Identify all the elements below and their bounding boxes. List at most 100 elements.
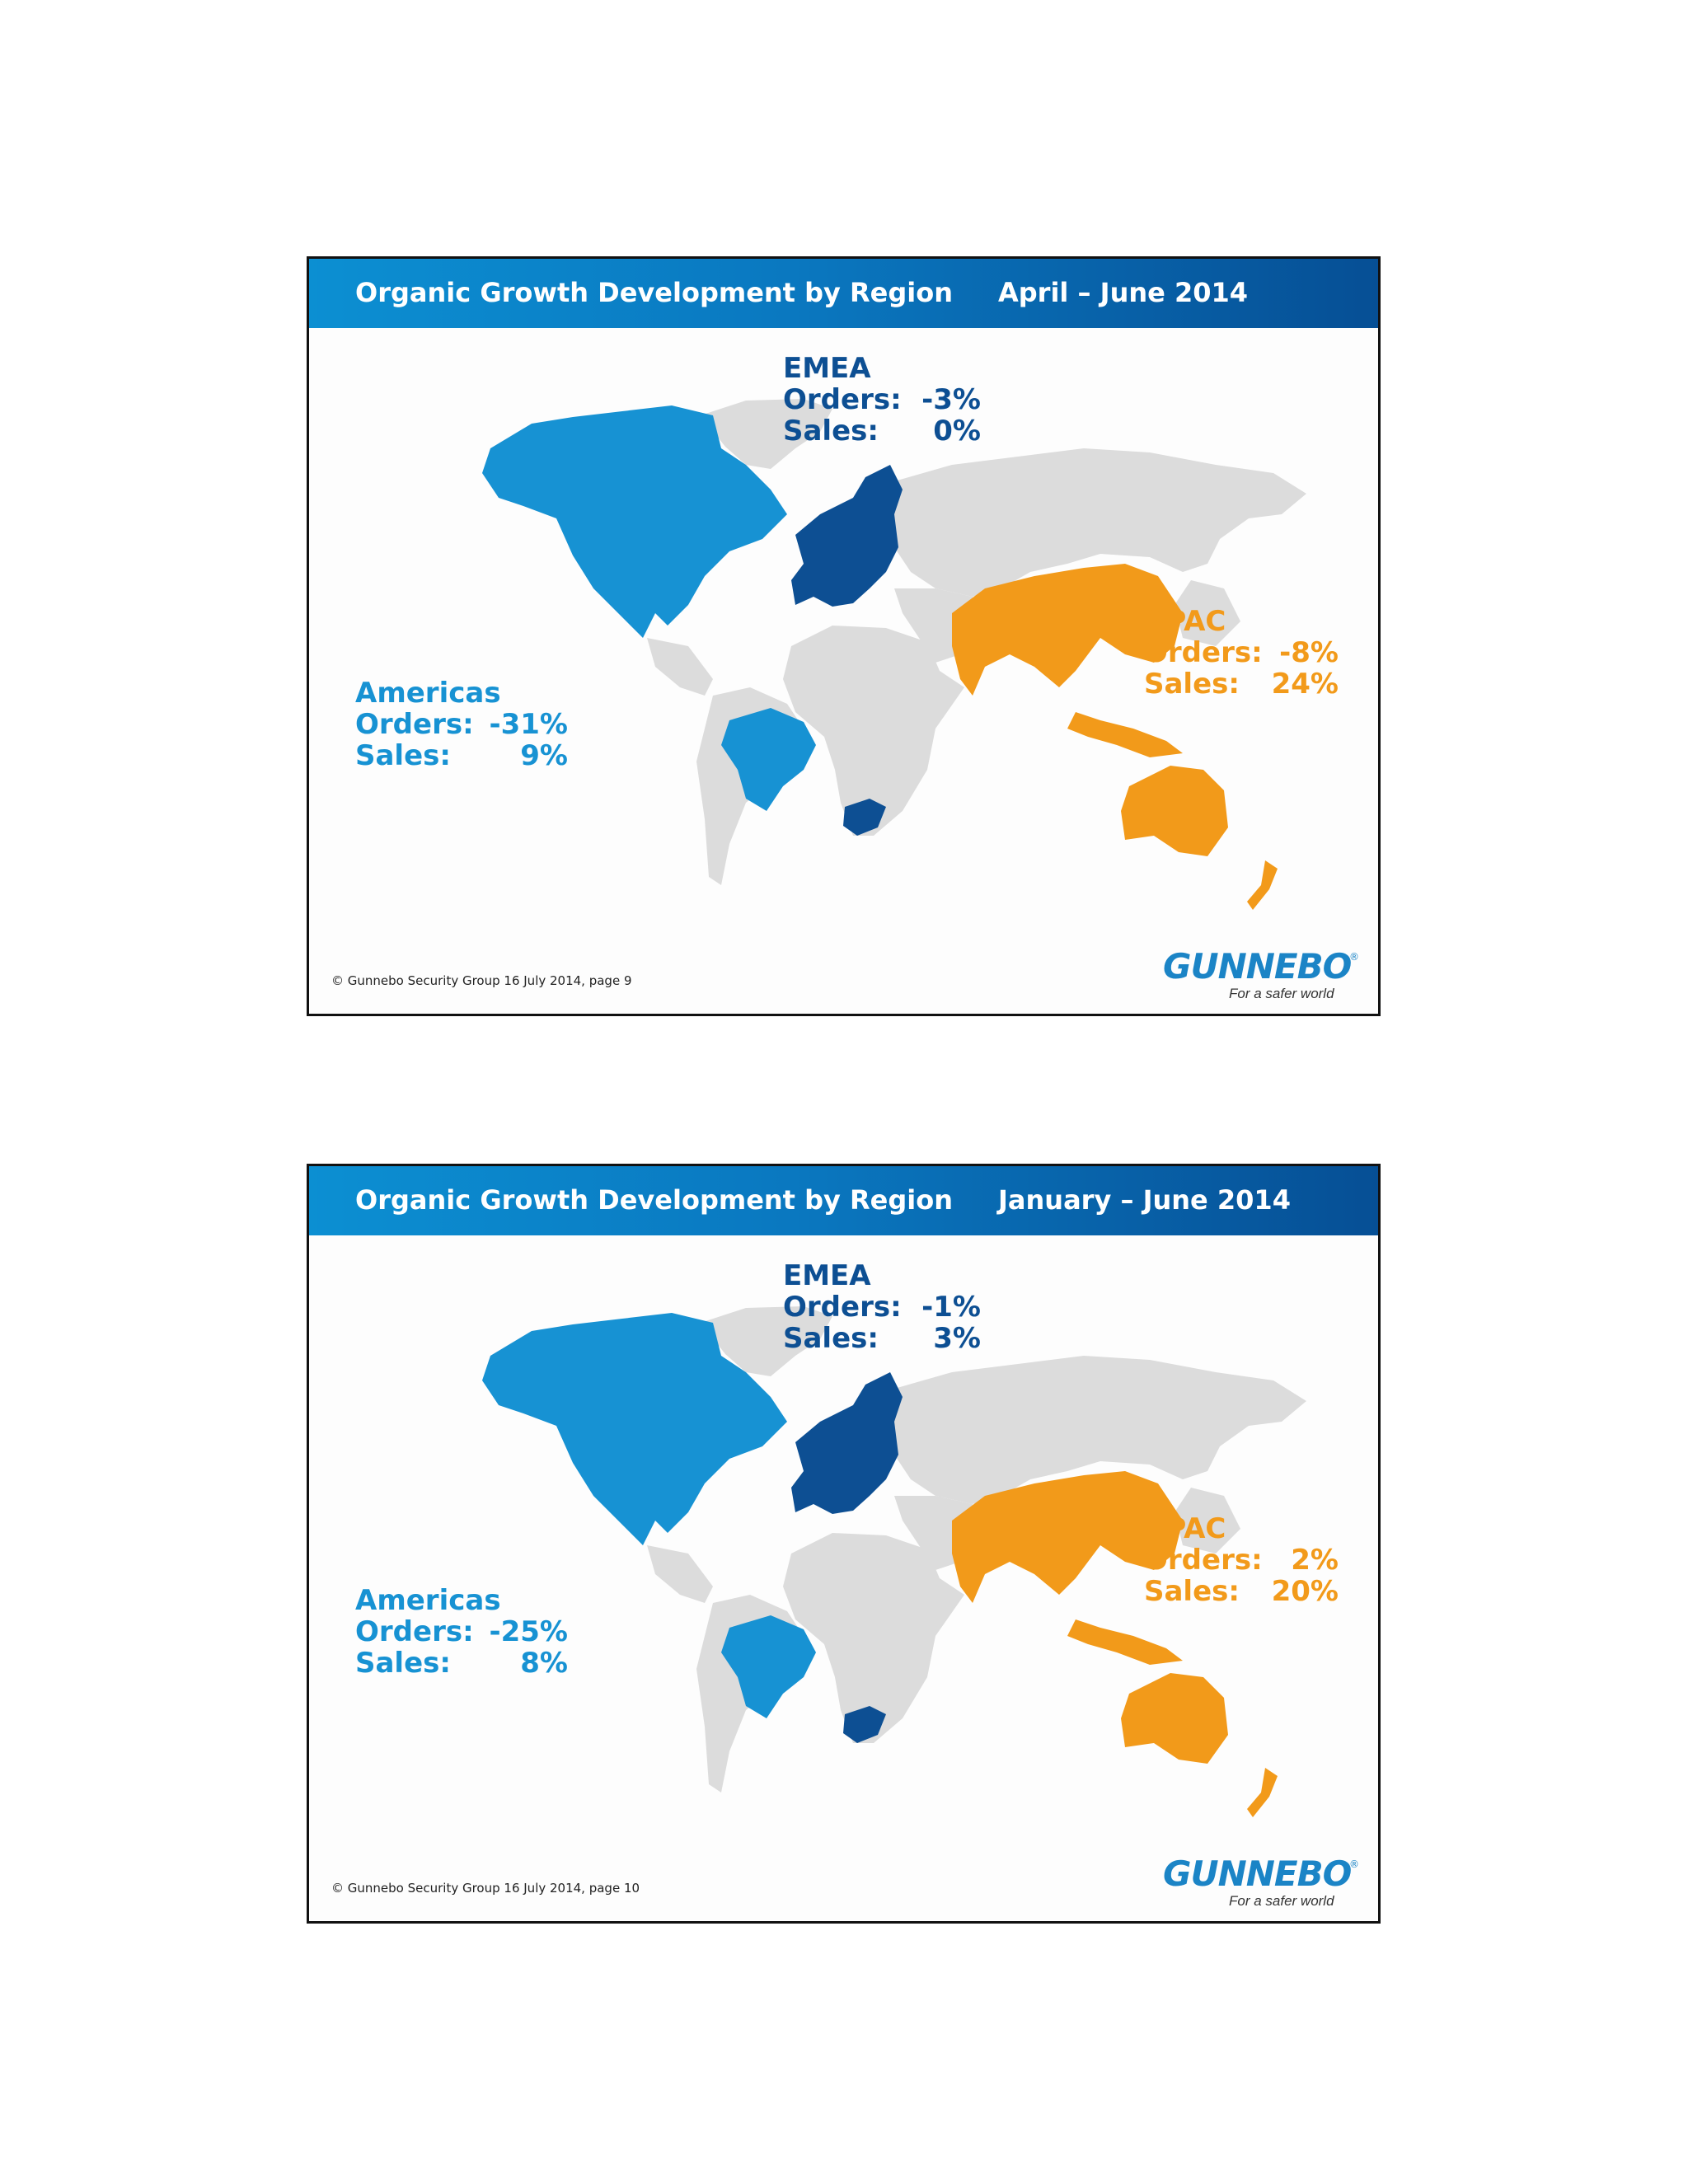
north-america-shape (482, 405, 787, 638)
russia-asia-shape (886, 1356, 1306, 1504)
americas-orders-row: Orders: -31% (355, 709, 568, 740)
se-asia-grey-shape (1175, 1488, 1240, 1554)
apac-name-row: APAC (1144, 1513, 1339, 1544)
apac-orders-value: 2% (1291, 1544, 1339, 1577)
russia-asia-shape (886, 448, 1306, 597)
americas-orders-label: Orders: (355, 708, 474, 741)
americas-orders-label: Orders: (355, 1615, 474, 1648)
americas-orders-value: -25% (489, 1615, 569, 1648)
logo-brand: GUNNEBO (1163, 946, 1352, 987)
americas-block: Americas Orders: -25% Sales: 8% (355, 1585, 568, 1679)
slide-page-9: Organic Growth Development by Region Apr… (307, 256, 1381, 1016)
americas-name: Americas (355, 1584, 501, 1617)
slide-header: Organic Growth Development by Region Apr… (309, 259, 1378, 328)
apac-sales-label: Sales: (1144, 1575, 1240, 1608)
apac-name: APAC (1144, 605, 1226, 638)
slide-footer: © Gunnebo Security Group 16 July 2014, p… (331, 973, 632, 988)
emea-orders-row: Orders: -1% (783, 1291, 981, 1323)
apac-orders-row: Orders: 2% (1144, 1544, 1339, 1576)
apac-sales-row: Sales: 20% (1144, 1576, 1339, 1607)
logo-registered-mark: ® (1349, 1858, 1359, 1870)
apac-sales-value: 24% (1271, 668, 1339, 701)
logo-tagline: For a safer world (1229, 1893, 1334, 1909)
emea-orders-row: Orders: -3% (783, 384, 981, 415)
apac-name-row: APAC (1144, 606, 1339, 637)
emea-name-row: EMEA (783, 353, 981, 384)
apac-block: APAC Orders: 2% Sales: 20% (1144, 1513, 1339, 1607)
emea-sales-label: Sales: (783, 415, 879, 448)
emea-orders-value: -3% (921, 383, 981, 416)
china-india-shape (952, 1471, 1183, 1603)
slide-header: Organic Growth Development by Region Jan… (309, 1166, 1378, 1235)
north-america-shape (482, 1313, 787, 1545)
south-africa-shape (843, 1706, 886, 1743)
logo-brand: GUNNEBO (1163, 1854, 1352, 1894)
slide-footer: © Gunnebo Security Group 16 July 2014, p… (331, 1881, 640, 1896)
new-zealand-shape (1247, 860, 1278, 910)
emea-orders-label: Orders: (783, 383, 902, 416)
emea-block: EMEA Orders: -3% Sales: 0% (783, 353, 981, 447)
australia-shape (1121, 766, 1228, 856)
africa-shape (783, 1533, 964, 1743)
americas-orders-value: -31% (489, 708, 569, 741)
americas-name: Americas (355, 677, 501, 710)
emea-sales-value: 0% (933, 415, 981, 448)
americas-orders-row: Orders: -25% (355, 1616, 568, 1647)
slide-period: April – June 2014 (998, 277, 1249, 308)
apac-sales-row: Sales: 24% (1144, 668, 1339, 700)
americas-sales-row: Sales: 9% (355, 740, 568, 771)
apac-orders-label: Orders: (1144, 636, 1263, 669)
world-map (482, 399, 1306, 910)
americas-sales-value: 9% (520, 739, 568, 772)
central-america-grey-shape (647, 1545, 713, 1603)
slide-title: Organic Growth Development by Region (355, 1184, 953, 1216)
brazil-shape (721, 1615, 816, 1718)
americas-name-row: Americas (355, 1585, 568, 1616)
greenland-shape (701, 399, 832, 469)
americas-name-row: Americas (355, 677, 568, 709)
africa-shape (783, 626, 964, 836)
australia-shape (1121, 1673, 1228, 1764)
emea-name: EMEA (783, 1259, 871, 1292)
apac-sales-value: 20% (1271, 1575, 1339, 1608)
apac-name: APAC (1144, 1512, 1226, 1545)
slide-period: January – June 2014 (998, 1184, 1291, 1216)
europe-shape (791, 465, 903, 607)
apac-block: APAC Orders: -8% Sales: 24% (1144, 606, 1339, 700)
brazil-shape (721, 708, 816, 811)
se-asia-grey-shape (1175, 580, 1240, 646)
europe-shape (791, 1372, 903, 1514)
slide-page-10: Organic Growth Development by Region Jan… (307, 1164, 1381, 1924)
emea-block: EMEA Orders: -1% Sales: 3% (783, 1260, 981, 1354)
emea-name: EMEA (783, 352, 871, 385)
emea-orders-label: Orders: (783, 1291, 902, 1324)
logo-tagline: For a safer world (1229, 986, 1334, 1001)
americas-sales-label: Sales: (355, 1647, 451, 1680)
greenland-shape (701, 1306, 832, 1376)
emea-sales-label: Sales: (783, 1322, 879, 1355)
world-map (482, 1306, 1306, 1817)
slide-title: Organic Growth Development by Region (355, 277, 953, 308)
logo-registered-mark: ® (1349, 951, 1359, 963)
emea-name-row: EMEA (783, 1260, 981, 1291)
americas-block: Americas Orders: -31% Sales: 9% (355, 677, 568, 771)
apac-orders-label: Orders: (1144, 1544, 1263, 1577)
americas-sales-label: Sales: (355, 739, 451, 772)
apac-orders-value: -8% (1279, 636, 1339, 669)
central-america-grey-shape (647, 638, 713, 696)
gunnebo-logo: GUNNEBO ® For a safer world (1163, 946, 1361, 1004)
emea-sales-row: Sales: 0% (783, 415, 981, 447)
emea-sales-row: Sales: 3% (783, 1323, 981, 1354)
se-asia-islands-shape (1067, 712, 1183, 757)
se-asia-islands-shape (1067, 1619, 1183, 1665)
apac-orders-row: Orders: -8% (1144, 637, 1339, 668)
new-zealand-shape (1247, 1768, 1278, 1817)
americas-sales-value: 8% (520, 1647, 568, 1680)
china-india-shape (952, 564, 1183, 696)
south-africa-shape (843, 799, 886, 836)
emea-sales-value: 3% (933, 1322, 981, 1355)
emea-orders-value: -1% (921, 1291, 981, 1324)
americas-sales-row: Sales: 8% (355, 1647, 568, 1679)
apac-sales-label: Sales: (1144, 668, 1240, 701)
gunnebo-logo: GUNNEBO ® For a safer world (1163, 1854, 1361, 1911)
